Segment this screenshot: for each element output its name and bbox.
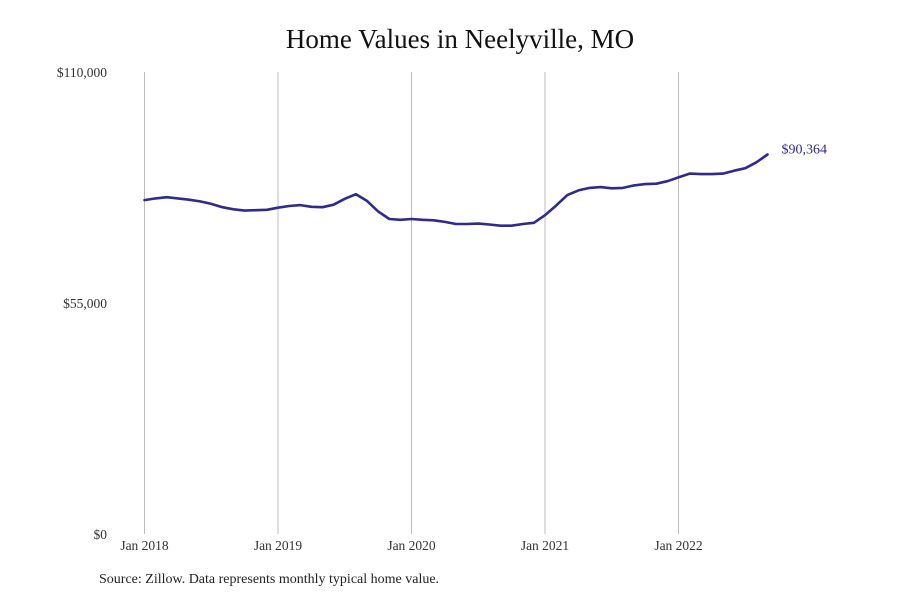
x-tick-label: Jan 2019 xyxy=(254,538,303,553)
y-tick-label: $110,000 xyxy=(57,65,107,80)
x-tick-label: Jan 2021 xyxy=(521,538,569,553)
chart-source-note: Source: Zillow. Data represents monthly … xyxy=(99,572,440,587)
x-axis-ticks: Jan 2018 Jan 2019 Jan 2020 Jan 2021 Jan 2022 xyxy=(120,538,702,553)
x-tick-label: Jan 2022 xyxy=(654,538,702,553)
grid-lines xyxy=(144,72,679,534)
chart-title: Home Values in Neelyville, MO xyxy=(285,24,635,54)
series-line xyxy=(143,153,769,227)
y-tick-label: $0 xyxy=(94,527,108,542)
series-layer: $90,364 xyxy=(143,142,828,227)
y-axis-ticks: $0 $55,000 $110,000 xyxy=(57,65,107,542)
x-tick-label: Jan 2018 xyxy=(120,538,169,553)
x-tick-label: Jan 2020 xyxy=(387,538,436,553)
y-tick-label: $55,000 xyxy=(63,296,107,311)
end-value-label: $90,364 xyxy=(782,142,828,157)
